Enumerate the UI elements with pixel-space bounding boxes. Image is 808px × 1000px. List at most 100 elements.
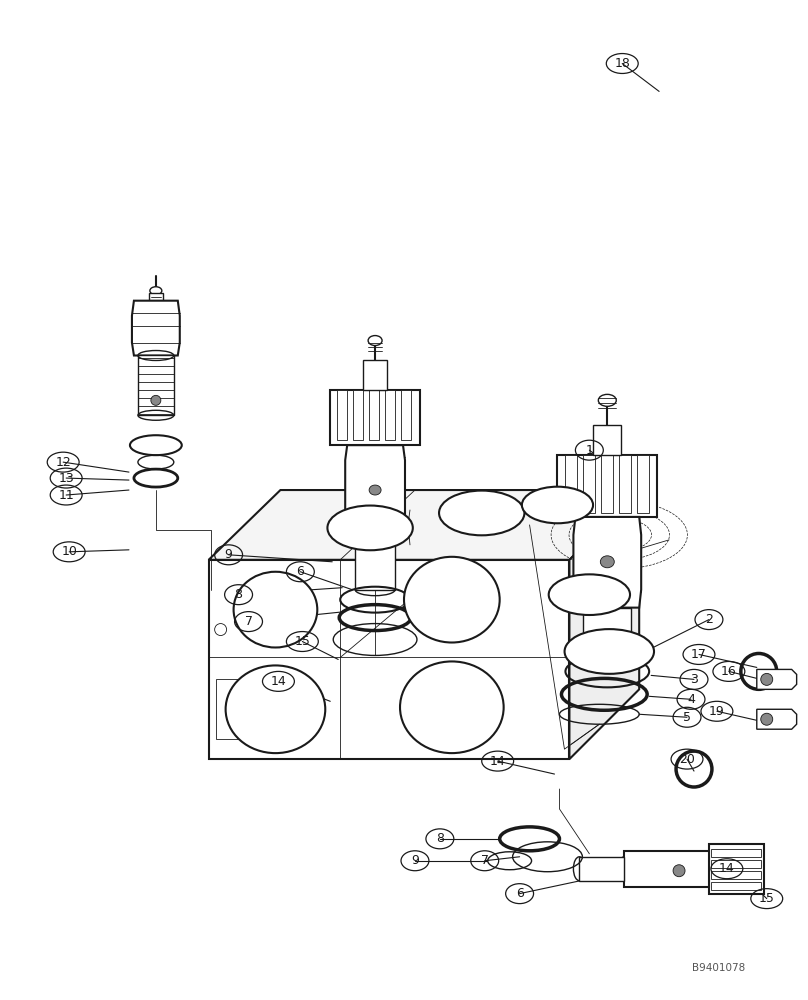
Bar	[401, 390, 411, 440]
Text: 5: 5	[683, 711, 691, 724]
Polygon shape	[757, 709, 797, 729]
Ellipse shape	[246, 683, 305, 736]
Ellipse shape	[149, 287, 162, 295]
Ellipse shape	[352, 519, 388, 537]
Polygon shape	[345, 445, 405, 530]
Ellipse shape	[673, 865, 685, 877]
Ellipse shape	[250, 687, 301, 731]
Ellipse shape	[230, 670, 320, 749]
Ellipse shape	[573, 586, 606, 603]
Text: 7: 7	[245, 615, 253, 628]
Text: 10: 10	[61, 545, 77, 558]
Ellipse shape	[405, 666, 499, 749]
Ellipse shape	[428, 578, 476, 621]
Ellipse shape	[553, 577, 625, 613]
Ellipse shape	[599, 394, 617, 406]
Text: 1: 1	[586, 444, 593, 457]
Text: 16: 16	[721, 665, 737, 678]
Bar	[619, 455, 631, 513]
Text: 8: 8	[234, 588, 242, 601]
Text: 12: 12	[55, 456, 71, 469]
Ellipse shape	[332, 508, 408, 548]
Bar	[369, 390, 379, 440]
Text: B9401078: B9401078	[692, 963, 746, 973]
Ellipse shape	[543, 497, 572, 513]
Ellipse shape	[563, 582, 616, 608]
Polygon shape	[625, 851, 709, 887]
Ellipse shape	[415, 675, 488, 739]
Ellipse shape	[526, 489, 589, 521]
Polygon shape	[757, 669, 797, 689]
Text: 15: 15	[759, 892, 775, 905]
Bar	[711, 849, 761, 857]
Bar	[566, 455, 578, 513]
Bar	[638, 455, 649, 513]
Text: 11: 11	[58, 489, 74, 502]
Ellipse shape	[250, 587, 301, 632]
Ellipse shape	[423, 574, 481, 625]
Bar	[593, 425, 621, 455]
Text: 3: 3	[690, 673, 698, 686]
Bar	[711, 882, 761, 890]
Ellipse shape	[225, 665, 326, 753]
Text: 9: 9	[225, 548, 233, 561]
Polygon shape	[356, 530, 395, 590]
Bar	[216, 679, 305, 739]
Ellipse shape	[549, 574, 630, 615]
Ellipse shape	[426, 684, 478, 730]
Bar	[353, 390, 363, 440]
Text: 14: 14	[719, 862, 734, 875]
Ellipse shape	[338, 511, 402, 545]
Ellipse shape	[444, 493, 520, 533]
Bar	[363, 360, 387, 390]
Ellipse shape	[439, 491, 524, 535]
Text: 14: 14	[490, 755, 506, 768]
Ellipse shape	[347, 516, 393, 540]
Ellipse shape	[431, 689, 473, 726]
Polygon shape	[208, 490, 639, 560]
Ellipse shape	[414, 565, 490, 634]
Ellipse shape	[464, 504, 499, 522]
Ellipse shape	[255, 692, 296, 727]
Ellipse shape	[558, 579, 621, 610]
Text: 14: 14	[271, 675, 286, 688]
Bar	[149, 293, 163, 301]
Ellipse shape	[259, 594, 292, 625]
Ellipse shape	[421, 680, 483, 735]
Ellipse shape	[575, 634, 643, 669]
Ellipse shape	[400, 661, 503, 753]
Text: 19: 19	[709, 705, 725, 718]
Text: 20: 20	[679, 753, 695, 766]
Ellipse shape	[327, 506, 413, 550]
Ellipse shape	[586, 640, 633, 663]
Ellipse shape	[368, 336, 382, 346]
Bar	[709, 844, 764, 894]
Ellipse shape	[151, 395, 161, 405]
Polygon shape	[570, 490, 639, 759]
Polygon shape	[208, 560, 570, 759]
Bar	[601, 455, 613, 513]
Ellipse shape	[404, 557, 499, 643]
Ellipse shape	[241, 679, 310, 740]
Polygon shape	[574, 517, 642, 608]
Ellipse shape	[236, 674, 315, 744]
Polygon shape	[132, 301, 179, 355]
Ellipse shape	[238, 576, 314, 644]
Text: 8: 8	[436, 832, 444, 845]
Ellipse shape	[568, 584, 611, 605]
Text: 17: 17	[691, 648, 707, 661]
Ellipse shape	[246, 583, 305, 636]
Bar	[583, 455, 595, 513]
Polygon shape	[583, 608, 631, 661]
Ellipse shape	[369, 485, 381, 495]
Text: 13: 13	[58, 472, 74, 485]
Ellipse shape	[255, 591, 297, 629]
Bar	[330, 390, 420, 445]
Ellipse shape	[343, 513, 398, 542]
Ellipse shape	[761, 713, 772, 725]
Text: 7: 7	[481, 854, 489, 867]
Text: 9: 9	[411, 854, 419, 867]
Ellipse shape	[600, 556, 614, 568]
Bar	[711, 871, 761, 879]
Ellipse shape	[454, 498, 509, 527]
